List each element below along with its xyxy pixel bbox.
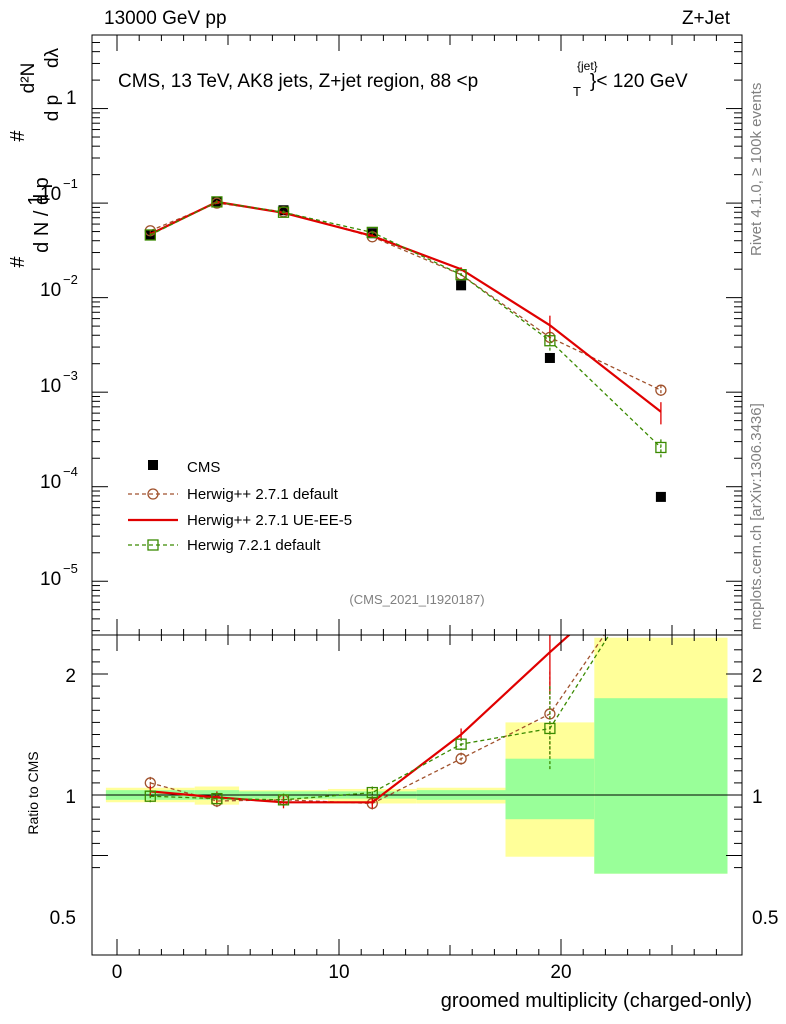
ytick-label-1e-1: 10−1 bbox=[40, 176, 78, 205]
data-point bbox=[456, 280, 467, 291]
ratio-point bbox=[455, 753, 467, 765]
rivet-version-label: Rivet 4.1.0, ≥ 100k events bbox=[748, 83, 765, 256]
ratio-ytick-left-2: 2 bbox=[65, 666, 76, 687]
ratio-ytick-left-05: 0.5 bbox=[50, 908, 76, 929]
data-point bbox=[278, 205, 289, 216]
ratio-point bbox=[656, 548, 666, 558]
svg-text:10: 10 bbox=[40, 569, 61, 590]
series-line bbox=[150, 202, 662, 391]
series-herwig-2-7-1-ue-ee-5 bbox=[149, 199, 662, 425]
svg-text:10: 10 bbox=[40, 472, 61, 493]
ratio-series-herwig-7-2-1-default bbox=[144, 548, 666, 806]
mcplots-label: mcplots.cern.ch [arXiv:1306.3436] bbox=[748, 403, 765, 630]
ratio-y-tick-labels: 2 1 0.5 2 1 0.5 bbox=[50, 666, 779, 929]
ratio-series-herwig-2-7-1-ue-ee-5 bbox=[149, 635, 571, 809]
ratio-ytick-right-2: 2 bbox=[752, 666, 763, 687]
data-point bbox=[211, 196, 223, 208]
series-line bbox=[149, 200, 662, 413]
xtick-label-10: 10 bbox=[328, 962, 349, 983]
svg-text:#: # bbox=[7, 256, 29, 268]
ratio-uncertainty-bands bbox=[92, 637, 742, 874]
svg-text:}< 120 GeV: }< 120 GeV bbox=[590, 71, 688, 92]
main-y-axis-label: 1 d N / d p # # d²N d p dλ bbox=[7, 47, 63, 267]
ratio-point bbox=[277, 794, 290, 806]
ratio-series-group bbox=[144, 548, 666, 810]
series-cms bbox=[145, 196, 666, 502]
data-point bbox=[544, 352, 555, 363]
ratio-point bbox=[211, 792, 223, 805]
svg-text:T: T bbox=[573, 84, 581, 99]
svg-text:#: # bbox=[7, 130, 29, 142]
svg-text:−2: −2 bbox=[63, 272, 78, 287]
legend-entry-herwigpp-default: Herwig++ 2.7.1 default bbox=[128, 486, 339, 503]
svg-text:10: 10 bbox=[40, 280, 61, 301]
ytick-label-1: 1 bbox=[66, 88, 77, 109]
data-point bbox=[655, 384, 667, 396]
legend: CMS Herwig++ 2.7.1 default Herwig++ 2.7.… bbox=[128, 459, 352, 554]
main-plot-title: CMS, 13 TeV, AK8 jets, Z+jet region, 88 … bbox=[118, 59, 688, 99]
svg-text:1: 1 bbox=[25, 194, 47, 205]
data-point bbox=[277, 206, 290, 218]
green-band-bin bbox=[594, 698, 728, 874]
data-point bbox=[655, 441, 667, 454]
ratio-point bbox=[544, 722, 556, 735]
ratio-point bbox=[366, 786, 378, 799]
svg-text:10: 10 bbox=[40, 184, 61, 205]
legend-entry-herwig7-default: Herwig 7.2.1 default bbox=[128, 537, 321, 554]
data-point bbox=[655, 491, 666, 502]
xtick-label-0: 0 bbox=[112, 962, 123, 983]
svg-text:Herwig++ 2.7.1 default: Herwig++ 2.7.1 default bbox=[187, 486, 339, 503]
svg-text:−1: −1 bbox=[63, 176, 78, 191]
header-beam-label: 13000 GeV pp bbox=[104, 8, 227, 29]
svg-text:dλ: dλ bbox=[42, 47, 63, 68]
svg-text:Herwig 7.2.1 default: Herwig 7.2.1 default bbox=[187, 537, 321, 554]
svg-text:Herwig++ 2.7.1 UE-EE-5: Herwig++ 2.7.1 UE-EE-5 bbox=[187, 512, 352, 529]
ytick-label-1e-2: 10−2 bbox=[40, 272, 78, 301]
data-point bbox=[455, 269, 467, 281]
data-point bbox=[544, 335, 556, 347]
svg-text:d²N: d²N bbox=[18, 63, 39, 94]
ratio-ytick-right-05: 0.5 bbox=[752, 908, 778, 929]
svg-text:−5: −5 bbox=[63, 561, 78, 576]
legend-entry-herwigpp-ueee5: Herwig++ 2.7.1 UE-EE-5 bbox=[128, 512, 352, 529]
svg-text:CMS: CMS bbox=[187, 459, 220, 476]
x-tick-labels: 0 10 20 bbox=[112, 962, 572, 983]
svg-text:CMS, 13 TeV, AK8 jets, Z+jet r: CMS, 13 TeV, AK8 jets, Z+jet region, 88 … bbox=[118, 71, 478, 92]
main-axis-ticks bbox=[92, 34, 742, 635]
ratio-ytick-right-1: 1 bbox=[752, 787, 763, 808]
ratio-series-clip bbox=[144, 548, 666, 810]
header-process-label: Z+Jet bbox=[682, 8, 731, 29]
ratio-ytick-left-1: 1 bbox=[65, 787, 76, 808]
ratio-point bbox=[656, 548, 666, 558]
svg-text:10: 10 bbox=[40, 376, 61, 397]
svg-text:−3: −3 bbox=[63, 368, 78, 383]
analysis-id-watermark: (CMS_2021_I1920187) bbox=[349, 592, 484, 607]
main-y-tick-labels: 10−5 10−4 10−3 10−2 10−1 1 bbox=[40, 88, 78, 590]
x-axis-label: groomed multiplicity (charged-only) bbox=[441, 990, 752, 1012]
svg-text:{jet}: {jet} bbox=[577, 59, 598, 73]
svg-text:d N / d p: d N / d p bbox=[31, 177, 53, 253]
data-point bbox=[144, 229, 156, 241]
xtick-label-20: 20 bbox=[550, 962, 571, 983]
main-series-group bbox=[144, 196, 667, 502]
ratio-y-axis-label: Ratio to CMS bbox=[25, 751, 41, 834]
ratio-point bbox=[144, 790, 156, 802]
ytick-label-1e-3: 10−3 bbox=[40, 368, 78, 397]
legend-entry-cms: CMS bbox=[148, 459, 220, 476]
series-line bbox=[150, 201, 662, 448]
series-herwig-2-7-1-default bbox=[144, 197, 667, 396]
ratio-point bbox=[455, 738, 467, 750]
ytick-label-1e-4: 10−4 bbox=[40, 464, 78, 493]
svg-text:1: 1 bbox=[66, 88, 77, 109]
ytick-label-1e-5: 10−5 bbox=[40, 561, 78, 590]
series-herwig-7-2-1-default bbox=[144, 196, 667, 458]
svg-text:d p: d p bbox=[42, 95, 63, 121]
data-point bbox=[366, 226, 378, 239]
ratio-axis-ticks bbox=[92, 635, 742, 955]
svg-text:−4: −4 bbox=[63, 464, 78, 479]
